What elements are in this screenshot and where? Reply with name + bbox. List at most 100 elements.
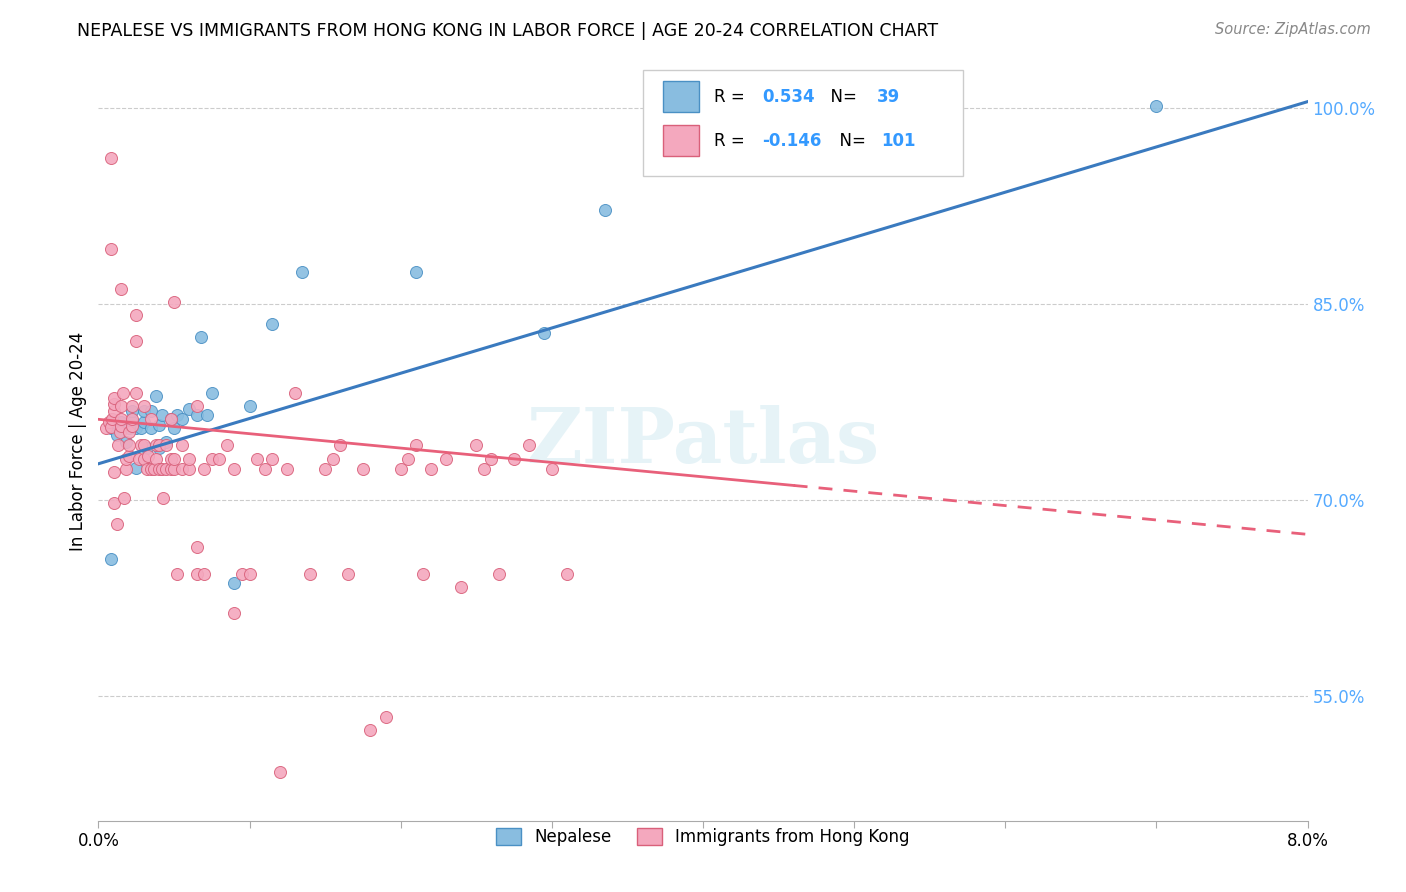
Point [148, 462, 170, 476]
Point [103, 465, 125, 479]
Point [160, 412, 183, 426]
Point [472, 462, 495, 476]
Point [110, 418, 132, 433]
Point [110, 399, 132, 413]
Point [555, 566, 578, 581]
Point [121, 412, 143, 426]
Point [224, 575, 246, 590]
Point [503, 451, 526, 466]
Point [114, 451, 136, 466]
Point [186, 541, 208, 555]
Point [132, 415, 155, 429]
Point [100, 243, 122, 257]
Point [396, 451, 419, 466]
Text: N=: N= [828, 131, 870, 150]
Point [322, 451, 344, 466]
Text: 39: 39 [877, 87, 900, 105]
Point [166, 409, 188, 423]
Point [179, 462, 201, 476]
Point [118, 425, 141, 440]
Point [190, 330, 212, 344]
Text: ZIPatlas: ZIPatlas [526, 405, 880, 478]
Point [100, 420, 122, 434]
Point [148, 438, 170, 452]
Point [329, 438, 352, 452]
Point [125, 334, 148, 348]
Text: N=: N= [820, 87, 862, 105]
Point [118, 449, 141, 463]
Point [121, 399, 143, 413]
Point [276, 462, 298, 476]
Point [193, 566, 215, 581]
Point [224, 462, 246, 476]
Point [179, 401, 201, 416]
Point [208, 451, 231, 466]
Point [291, 264, 314, 278]
Point [150, 409, 173, 423]
Point [239, 399, 262, 413]
Point [389, 462, 412, 476]
Point [186, 409, 208, 423]
Point [148, 417, 170, 432]
Point [336, 566, 359, 581]
Point [125, 421, 148, 435]
Point [374, 710, 396, 724]
Point [231, 566, 253, 581]
Point [533, 326, 555, 340]
Point [179, 451, 201, 466]
Point [128, 451, 150, 466]
Point [481, 451, 503, 466]
Text: R =: R = [714, 87, 749, 105]
Point [517, 438, 540, 452]
Point [132, 404, 155, 418]
Point [98, 415, 121, 429]
Point [160, 451, 183, 466]
Point [201, 386, 224, 401]
Text: R =: R = [714, 131, 749, 150]
Point [125, 460, 148, 475]
Y-axis label: In Labor Force | Age 20-24: In Labor Force | Age 20-24 [69, 332, 87, 551]
Point [1146, 98, 1168, 112]
Text: Source: ZipAtlas.com: Source: ZipAtlas.com [1215, 22, 1371, 37]
Point [163, 294, 186, 309]
Point [160, 412, 183, 426]
Point [360, 723, 382, 738]
Point [105, 428, 128, 442]
Text: 0.534: 0.534 [762, 87, 815, 105]
Point [352, 462, 374, 476]
Point [246, 451, 269, 466]
Point [262, 317, 284, 331]
Point [195, 409, 218, 423]
Legend: Nepalese, Immigrants from Hong Kong: Nepalese, Immigrants from Hong Kong [488, 819, 918, 854]
Point [420, 462, 443, 476]
Point [262, 451, 284, 466]
Point [145, 451, 167, 466]
Point [405, 438, 427, 452]
Point [136, 449, 159, 463]
Point [107, 438, 129, 452]
Point [239, 566, 262, 581]
Point [105, 516, 128, 531]
Point [186, 566, 208, 581]
Point [135, 462, 157, 476]
Point [269, 765, 291, 780]
Point [434, 451, 457, 466]
Point [132, 451, 155, 466]
Point [155, 462, 177, 476]
Point [110, 282, 132, 296]
Point [150, 462, 173, 476]
Point [103, 396, 125, 410]
Point [129, 421, 152, 435]
Point [170, 438, 193, 452]
Point [148, 441, 170, 455]
Point [121, 418, 143, 433]
Point [118, 438, 141, 452]
Point [125, 386, 148, 401]
Point [215, 438, 238, 452]
Point [121, 415, 143, 429]
Point [141, 421, 163, 435]
Point [224, 606, 246, 620]
Point [201, 451, 224, 466]
Point [114, 462, 136, 476]
FancyBboxPatch shape [664, 126, 699, 156]
